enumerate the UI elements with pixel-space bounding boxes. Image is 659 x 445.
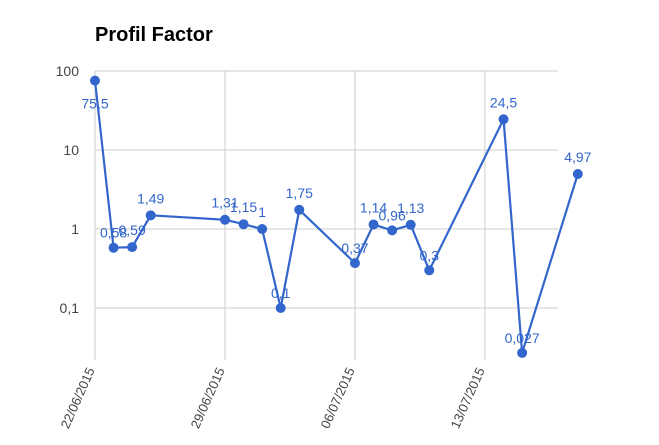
data-label: 0,027 [505, 330, 540, 346]
x-tick-label: 22/06/2015 [58, 365, 98, 431]
data-label: 1 [258, 204, 266, 220]
data-label: 1,14 [360, 200, 387, 216]
series-group [90, 75, 583, 358]
data-label: 4,97 [564, 149, 591, 165]
data-point [127, 242, 138, 253]
y-tick-label: 100 [56, 63, 80, 79]
data-point [108, 242, 119, 253]
y-tick-label: 10 [63, 142, 79, 158]
data-point [517, 347, 528, 358]
data-point [294, 204, 305, 215]
data-label: 24,5 [490, 94, 517, 110]
data-point [90, 75, 100, 86]
data-label: 1,75 [286, 185, 313, 201]
y-tick-label: 0,1 [60, 300, 80, 316]
y-tick-label: 1 [71, 221, 79, 237]
data-point [219, 214, 230, 225]
x-tick-label: 29/06/2015 [188, 365, 228, 431]
data-point [145, 210, 156, 221]
data-label: 0,58 [100, 225, 127, 241]
data-labels: 75,5 0,580,59 1,49 1,311,15 1 0,1 1,75 0,37 1,14… [81, 94, 591, 346]
data-label: 1,49 [137, 190, 164, 206]
data-point [498, 114, 509, 125]
x-axis-ticks: 22/06/2015 29/06/2015 06/07/2015 13/07/2015 [58, 365, 488, 431]
data-point [368, 219, 379, 230]
data-label: 1,13 [397, 200, 424, 216]
data-point [238, 219, 249, 230]
x-tick-label: 13/07/2015 [448, 365, 488, 431]
data-point [275, 303, 286, 313]
data-point [387, 225, 398, 236]
data-point [257, 224, 268, 234]
data-label: 75,5 [81, 96, 108, 112]
y-axis-ticks: 100 10 1 0,1 [56, 63, 80, 316]
data-point [424, 265, 435, 276]
data-label: 0,59 [119, 222, 146, 238]
data-label: 0,37 [341, 240, 368, 256]
x-tick-label: 06/07/2015 [318, 365, 358, 431]
data-point [572, 168, 583, 179]
data-point [405, 219, 416, 230]
data-point [349, 258, 360, 269]
data-label: 1,31 [211, 195, 238, 211]
chart-title: Profil Factor [95, 24, 213, 46]
data-label: 1,15 [230, 199, 257, 215]
data-label: 0,96 [378, 207, 405, 223]
grid-lines [94, 70, 558, 360]
data-label: 0,1 [271, 285, 291, 301]
data-label: 0,3 [420, 247, 440, 263]
